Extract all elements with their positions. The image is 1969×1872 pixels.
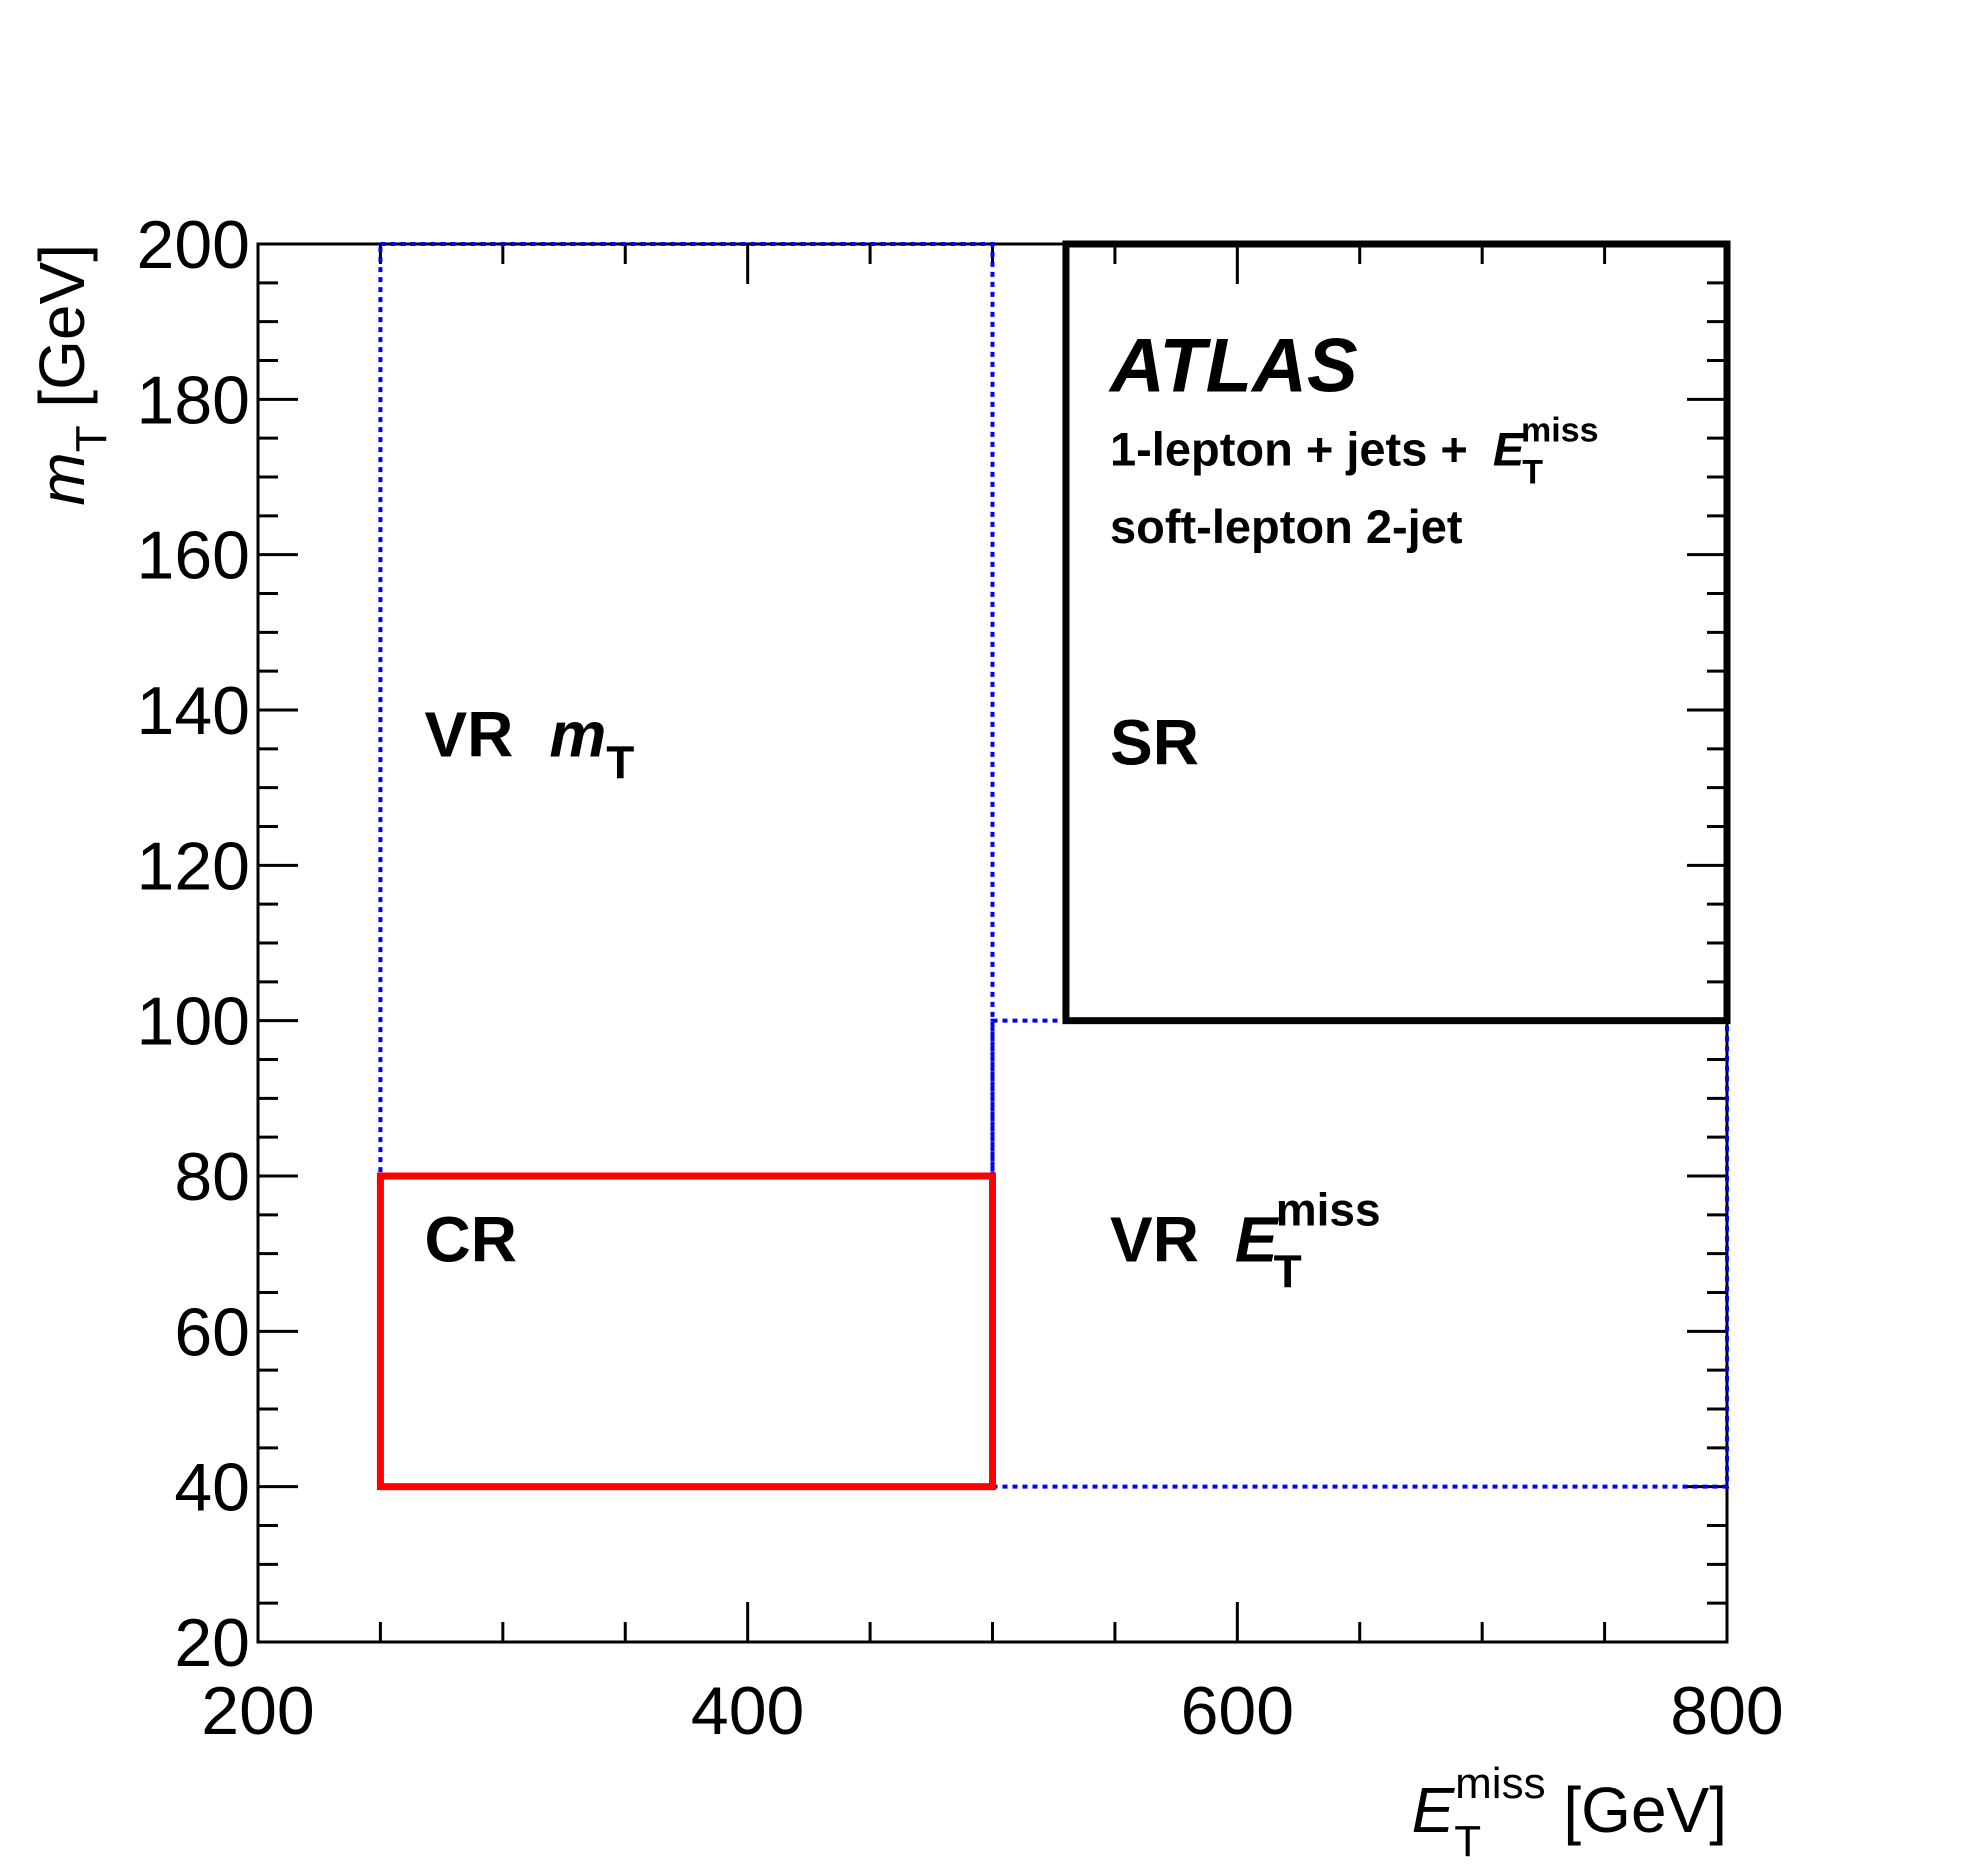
annotations: 200 400 600 800 20 40 60 80 100 120 140 160 180 200 VR… (26, 207, 1784, 1866)
region-sr (1062, 240, 1731, 1025)
selection-label: soft-lepton 2-jet (1110, 500, 1463, 553)
y-tick-label: 80 (174, 1139, 250, 1215)
x-tick-label: 800 (1670, 1673, 1783, 1749)
region-cr (376, 1172, 996, 1491)
y-tick-label: 20 (174, 1605, 250, 1681)
y-tick-label: 180 (137, 362, 250, 438)
regions (376, 240, 1731, 1491)
y-axis-title: mT [GeV] (26, 244, 116, 506)
y-tick-label: 200 (137, 207, 250, 283)
region-label-cr: CR (424, 1203, 516, 1275)
region-vr-met (990, 1018, 1729, 1489)
y-tick-label: 60 (174, 1294, 250, 1370)
region-label-vr-met: VR ETmiss (1110, 1183, 1381, 1297)
x-axis-title: ETmiss [GeV] (1412, 1759, 1727, 1866)
y-tick-label: 160 (137, 518, 250, 594)
region-label-vr-mt: VR mT (424, 699, 634, 789)
y-tick-label: 120 (137, 828, 250, 904)
x-tick-label: 600 (1181, 1673, 1294, 1749)
channel-label: 1-lepton + jets + ETmiss (1110, 411, 1599, 491)
y-tick-label: 100 (137, 984, 250, 1060)
region-label-sr: SR (1110, 706, 1199, 778)
y-tick-label: 140 (137, 673, 250, 749)
experiment-label: ATLAS (1108, 324, 1358, 409)
x-tick-label: 400 (691, 1673, 804, 1749)
x-tick-label: 200 (201, 1673, 314, 1749)
y-tick-label: 40 (174, 1450, 250, 1526)
